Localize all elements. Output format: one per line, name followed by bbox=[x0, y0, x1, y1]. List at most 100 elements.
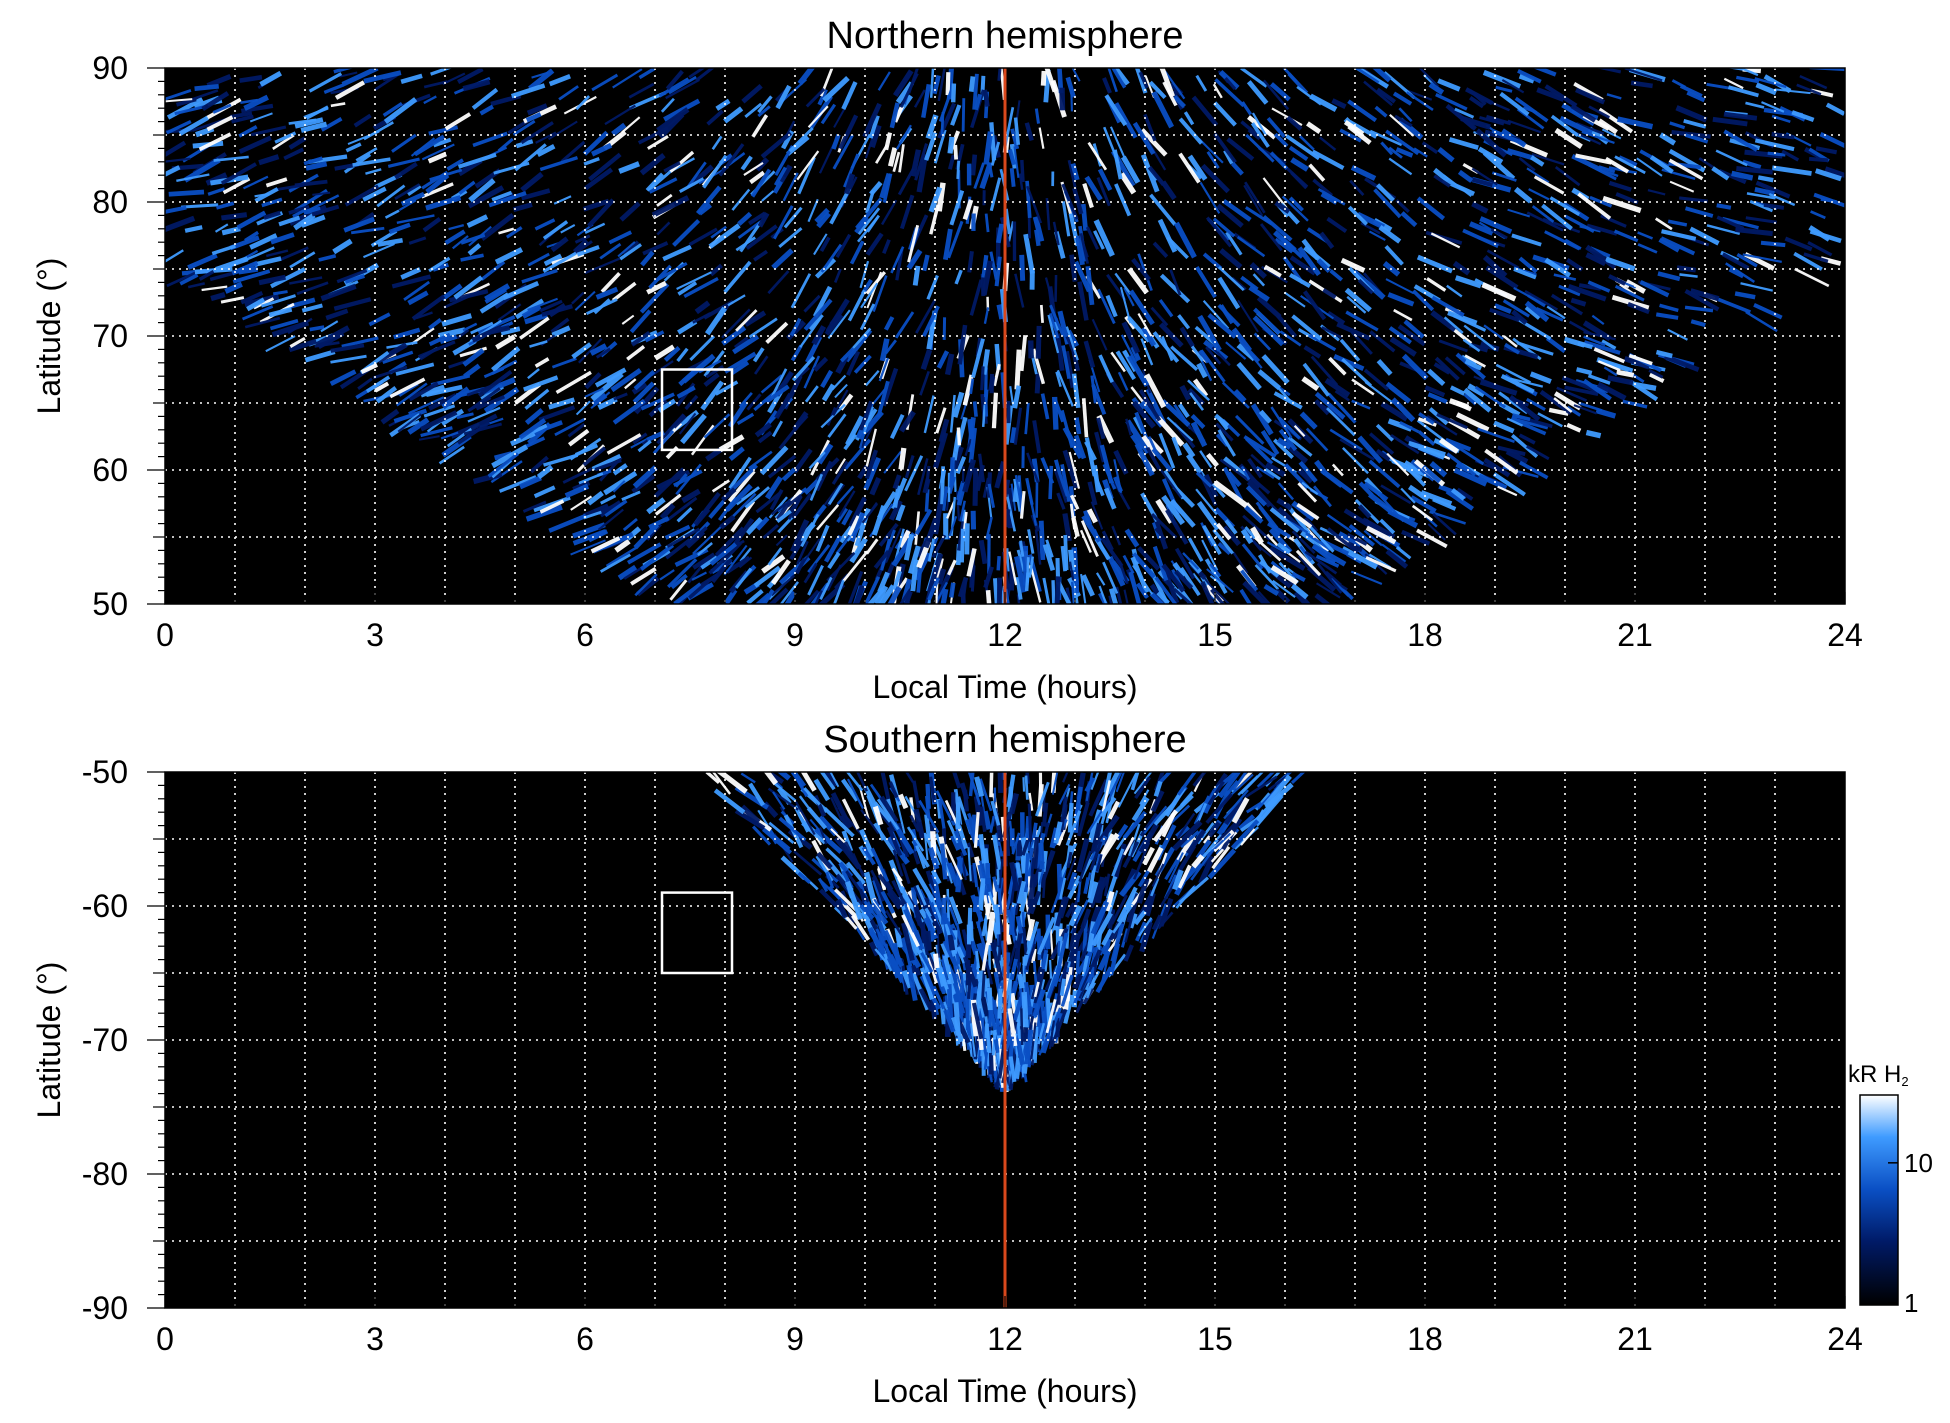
north-heat-streak bbox=[1413, 147, 1428, 158]
north-heat-streak bbox=[1587, 280, 1611, 293]
north-heat-streak bbox=[1588, 105, 1610, 119]
north-heat-streak bbox=[1308, 333, 1337, 352]
north-heat-streak bbox=[1339, 338, 1361, 362]
north-heat-streak bbox=[560, 224, 576, 234]
south-heat-streak bbox=[984, 1023, 990, 1039]
north-heat-streak bbox=[1388, 326, 1412, 345]
north-heat-streak bbox=[1637, 231, 1654, 240]
north-heat-streak bbox=[992, 578, 999, 604]
south-heat-streak bbox=[1129, 913, 1138, 929]
north-heat-streak bbox=[1511, 416, 1549, 430]
north-heat-streak bbox=[659, 503, 676, 520]
south-heat-streak bbox=[1064, 902, 1076, 918]
north-heat-streak bbox=[428, 125, 459, 136]
north-heat-streak bbox=[899, 72, 919, 108]
north-heat-streak bbox=[1290, 157, 1309, 172]
north-heat-streak bbox=[1390, 434, 1420, 455]
north-heat-streak bbox=[743, 161, 764, 176]
north-heat-streak bbox=[970, 154, 978, 176]
north-heat-streak bbox=[1212, 217, 1236, 238]
north-heat-streak bbox=[1123, 287, 1135, 307]
north-heat-streak bbox=[242, 246, 275, 263]
north-heat-streak bbox=[1132, 121, 1156, 156]
south-heat-streak bbox=[898, 885, 915, 910]
north-heat-streak bbox=[441, 313, 473, 327]
south-heat-streak bbox=[924, 814, 932, 841]
north-heat-streak bbox=[1416, 419, 1446, 443]
south-heat-streak bbox=[1046, 964, 1062, 999]
south-heat-streak bbox=[883, 953, 893, 972]
south-heat-streak bbox=[845, 772, 864, 792]
north-heat-streak bbox=[892, 570, 902, 591]
north-heat-streak bbox=[1363, 529, 1383, 547]
north-heat-streak bbox=[242, 175, 269, 190]
north-heat-streak bbox=[446, 158, 464, 171]
north-heat-streak bbox=[1127, 354, 1150, 387]
north-heat-streak bbox=[505, 226, 523, 239]
north-heat-streak bbox=[531, 71, 549, 79]
north-heat-streak bbox=[735, 309, 758, 332]
north-heat-streak bbox=[952, 391, 965, 418]
north-heat-streak bbox=[929, 68, 935, 98]
north-heat-streak bbox=[213, 155, 249, 162]
south-heat-streak bbox=[1090, 822, 1103, 852]
north-heat-streak bbox=[906, 249, 923, 270]
south-heat-streak bbox=[761, 827, 793, 855]
south-heat-streak bbox=[955, 946, 967, 964]
north-heat-streak bbox=[757, 105, 771, 118]
south-heat-streak bbox=[1016, 880, 1027, 905]
north-heat-streak bbox=[1554, 127, 1583, 149]
north-heat-streak bbox=[1237, 299, 1259, 333]
north-heat-streak bbox=[1689, 288, 1720, 302]
south-heat-streak bbox=[973, 812, 980, 848]
north-heat-streak bbox=[653, 344, 676, 361]
north-heat-streak bbox=[688, 579, 711, 600]
north-heat-streak bbox=[1351, 378, 1375, 396]
north-heat-streak bbox=[968, 427, 977, 464]
north-heat-streak bbox=[919, 370, 930, 396]
north-heat-streak bbox=[923, 395, 935, 434]
north-heat-streak bbox=[750, 168, 772, 198]
north-heat-streak bbox=[529, 455, 549, 474]
north-heat-streak bbox=[330, 343, 365, 353]
north-heat-streak bbox=[639, 282, 670, 314]
north-heat-streak bbox=[654, 493, 682, 516]
south-panel: Southern hemisphere 0 3 6 9 12 15 18 21 24 -90-8… bbox=[31, 719, 1863, 1409]
north-heat-streak bbox=[279, 246, 309, 261]
north-heat-streak bbox=[1007, 149, 1016, 166]
north-heat-streak bbox=[791, 355, 816, 382]
north-heat-streak bbox=[1154, 527, 1167, 541]
north-heat-streak bbox=[241, 305, 274, 321]
north-heat-streak bbox=[249, 112, 273, 123]
north-heat-streak bbox=[1684, 305, 1714, 313]
south-heat-streak bbox=[825, 871, 835, 889]
south-heat-streak bbox=[988, 1052, 994, 1075]
north-heat-streak bbox=[1072, 187, 1084, 215]
north-heat-streak bbox=[1575, 153, 1612, 165]
north-heat-streak bbox=[1406, 91, 1434, 112]
north-heat-streak bbox=[480, 212, 515, 241]
south-heat-streak bbox=[1178, 876, 1210, 904]
north-heat-streak bbox=[165, 98, 193, 103]
north-heat-streak bbox=[855, 197, 883, 230]
north-heat-streak bbox=[741, 84, 763, 104]
north-heat-streak bbox=[760, 131, 793, 159]
north-heat-streak bbox=[357, 377, 373, 390]
north-heat-streak bbox=[250, 125, 287, 137]
north-heat-streak bbox=[1182, 442, 1196, 458]
north-heat-streak bbox=[949, 457, 955, 488]
north-heat-streak bbox=[1399, 420, 1420, 434]
north-heat-streak bbox=[567, 422, 586, 438]
north-heat-streak bbox=[443, 290, 481, 309]
north-heat-streak bbox=[1226, 137, 1255, 161]
south-heat-streak bbox=[1168, 852, 1184, 884]
south-heat-streak bbox=[947, 934, 956, 951]
north-heat-streak bbox=[934, 581, 949, 604]
north-heat-streak bbox=[587, 198, 615, 228]
north-heat-streak bbox=[663, 346, 681, 362]
north-heat-streak bbox=[1279, 236, 1304, 259]
north-heat-streak bbox=[633, 386, 660, 415]
north-heat-streak bbox=[894, 311, 915, 339]
north-heat-streak bbox=[1080, 520, 1099, 558]
north-heat-streak bbox=[842, 550, 869, 582]
